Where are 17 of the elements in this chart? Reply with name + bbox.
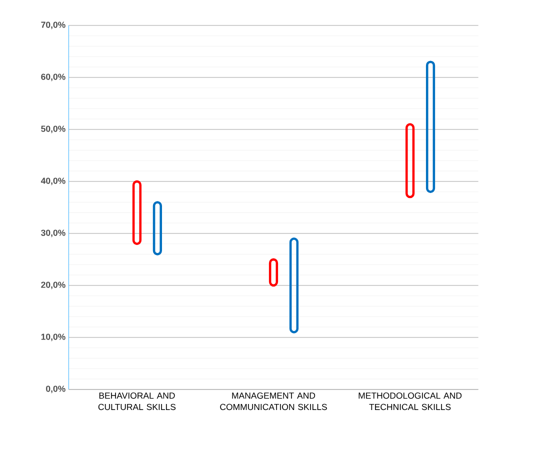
- x-tick-label: METHODOLOGICAL AND TECHNICAL SKILLS: [358, 392, 462, 410]
- bar: [405, 123, 415, 198]
- x-tick-label: MANAGEMENT AND COMMUNICATION SKILLS: [220, 392, 327, 410]
- bar: [152, 201, 162, 256]
- bar: [289, 237, 299, 334]
- bar: [268, 258, 278, 287]
- x-tick-label: BEHAVIORAL AND CULTURAL SKILLS: [98, 392, 176, 410]
- y-tick-label: 30,0%: [41, 230, 66, 238]
- y-tick-label: 10,0%: [41, 334, 66, 342]
- y-tick-label: 40,0%: [40, 178, 66, 186]
- y-tick-label: 60,0%: [41, 74, 66, 82]
- y-tick-label: 20,0%: [41, 282, 66, 290]
- y-tick-label: 0,0%: [46, 386, 66, 394]
- bar: [132, 180, 142, 245]
- bar: [426, 60, 436, 193]
- y-tick-label: 50,0%: [41, 126, 66, 134]
- y-tick-label: 70,0%: [41, 22, 66, 30]
